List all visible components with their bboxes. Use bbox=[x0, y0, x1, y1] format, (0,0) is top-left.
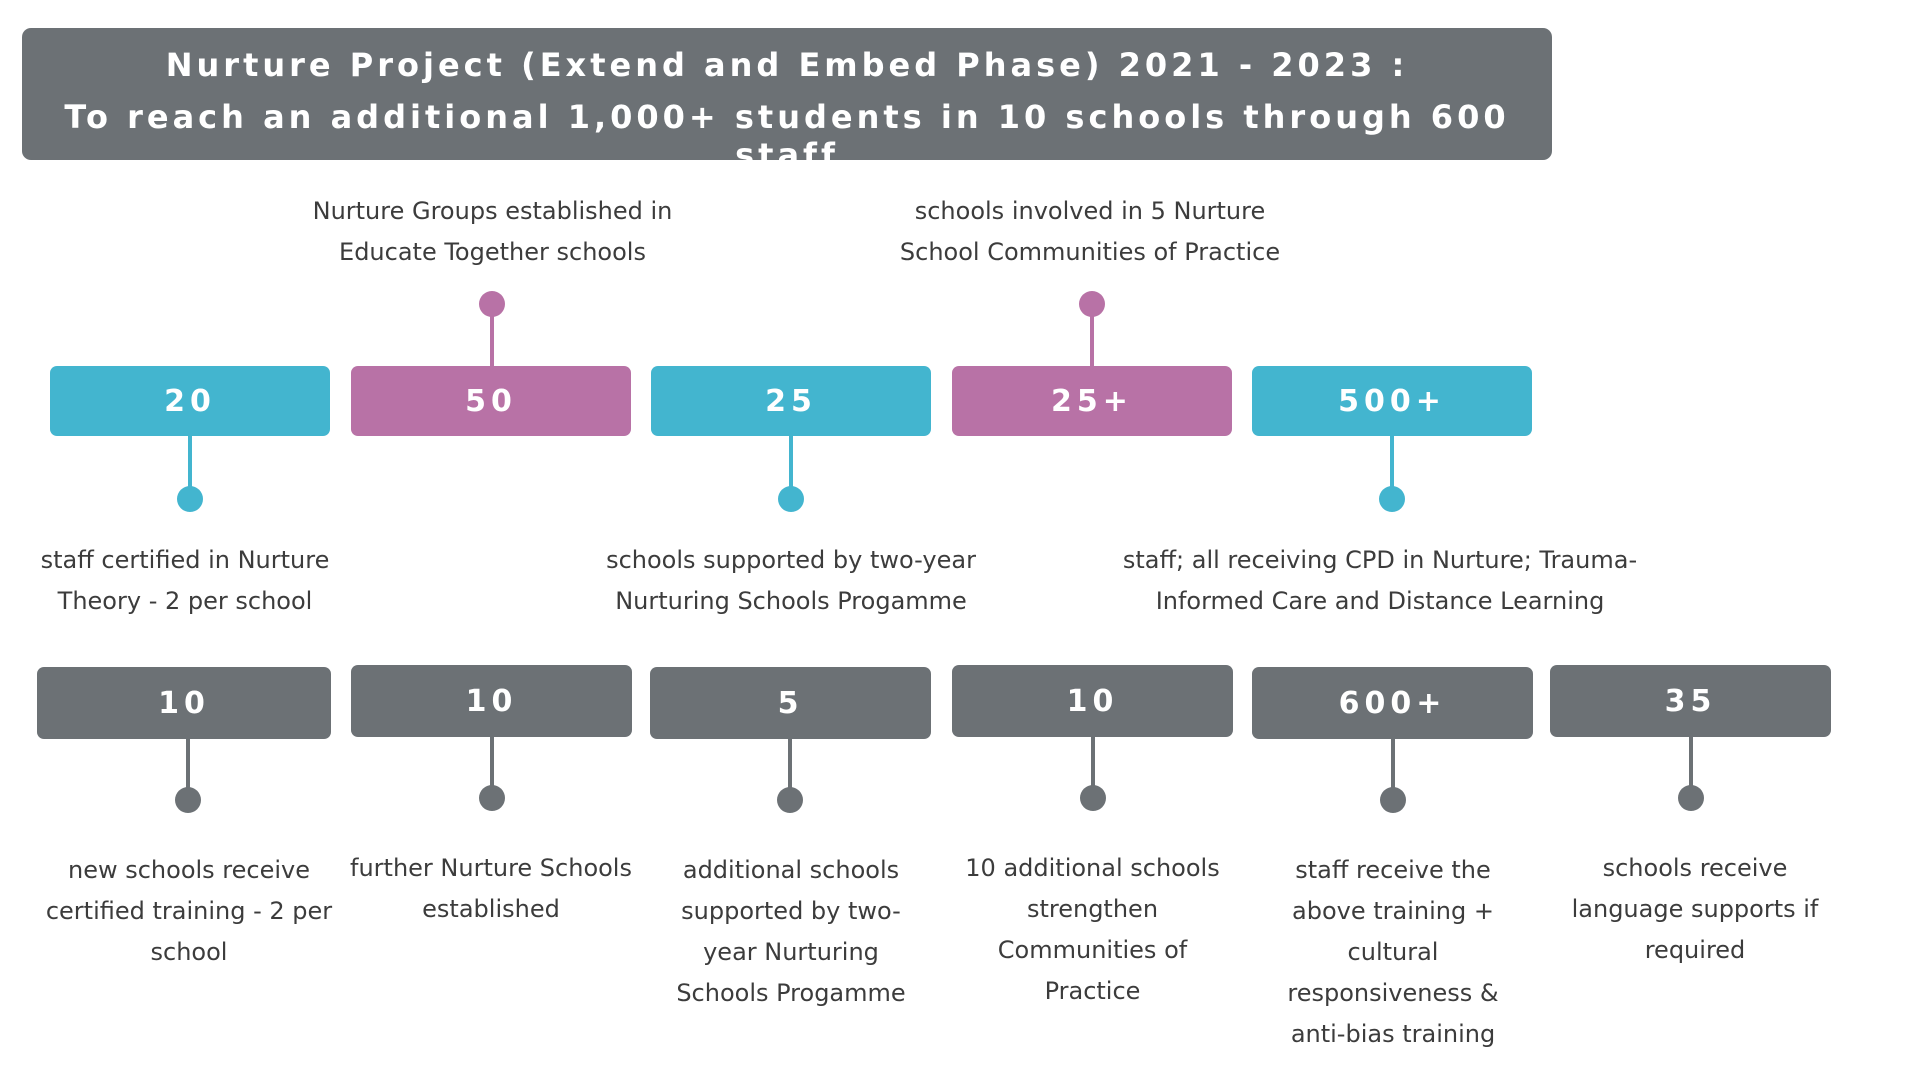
connector-dot bbox=[177, 486, 203, 512]
connector-line bbox=[490, 737, 494, 789]
connector-line bbox=[1390, 436, 1394, 490]
stat-caption-schools-supported: schools supported by two-year Nurturing … bbox=[606, 546, 976, 615]
stat-box-further-nurture-schools: 10 bbox=[351, 665, 632, 737]
stat-box-strengthen-communities: 10 bbox=[952, 665, 1233, 737]
stat-caption-further-nurture-schools: further Nurture Schools established bbox=[350, 854, 632, 923]
stat-value: 20 bbox=[164, 383, 216, 419]
connector-line bbox=[186, 739, 190, 791]
stat-caption-language-supports: schools receive language supports if req… bbox=[1571, 854, 1819, 964]
stat-box-communities-of-practice: 25+ bbox=[952, 366, 1232, 436]
connector-line bbox=[1391, 739, 1395, 791]
stat-value: 10 bbox=[465, 683, 518, 719]
connector-dot bbox=[1380, 787, 1406, 813]
connector-dot bbox=[1678, 785, 1704, 811]
stat-caption-new-schools-training: new schools receive certified training -… bbox=[45, 856, 333, 966]
stat-caption-staff-certified: staff certified in Nurture Theory - 2 pe… bbox=[40, 546, 330, 615]
connector-dot bbox=[1379, 486, 1405, 512]
stat-caption-additional-schools-supported: additional schools supported by two-year… bbox=[676, 856, 906, 1007]
stat-box-staff-training: 600+ bbox=[1252, 667, 1533, 739]
connector-dot bbox=[1080, 785, 1106, 811]
stat-value: 25+ bbox=[1051, 383, 1133, 419]
connector-dot bbox=[777, 787, 803, 813]
header-banner: Nurture Project (Extend and Embed Phase)… bbox=[22, 28, 1552, 174]
stat-value: 10 bbox=[1066, 683, 1119, 719]
connector-dot bbox=[479, 785, 505, 811]
stat-caption-staff-training: staff receive the above training + cultu… bbox=[1287, 856, 1499, 1048]
stat-caption-staff-cpd: staff; all receiving CPD in Nurture; Tra… bbox=[1122, 546, 1638, 615]
stat-value: 10 bbox=[158, 685, 210, 721]
stat-caption-strengthen-communities: 10 additional schools strengthen Communi… bbox=[965, 854, 1220, 1005]
connector-dot bbox=[778, 486, 804, 512]
stat-box-new-schools-training: 10 bbox=[37, 667, 331, 739]
stat-value: 50 bbox=[465, 383, 517, 419]
stat-value: 600+ bbox=[1338, 685, 1447, 721]
stat-box-additional-schools-supported: 5 bbox=[650, 667, 931, 739]
connector-line bbox=[1090, 305, 1094, 366]
stat-box-staff-certified: 20 bbox=[50, 366, 330, 436]
header-title-line-1: Nurture Project (Extend and Embed Phase)… bbox=[165, 46, 1409, 84]
stat-value: 500+ bbox=[1338, 383, 1446, 419]
connector-line bbox=[188, 436, 192, 490]
stat-caption-communities-of-practice: schools involved in 5 Nurture School Com… bbox=[899, 197, 1281, 266]
stat-value: 5 bbox=[777, 685, 804, 721]
stat-box-language-supports: 35 bbox=[1550, 665, 1831, 737]
connector-line bbox=[788, 739, 792, 791]
stat-box-staff-cpd: 500+ bbox=[1252, 366, 1532, 436]
stat-box-nurture-groups: 50 bbox=[351, 366, 631, 436]
connector-line bbox=[1689, 737, 1693, 789]
stat-value: 35 bbox=[1664, 683, 1717, 719]
connector-line bbox=[1091, 737, 1095, 789]
connector-line bbox=[789, 436, 793, 490]
stat-value: 25 bbox=[765, 383, 817, 419]
stat-box-schools-supported: 25 bbox=[651, 366, 931, 436]
header-title-line-2: To reach an additional 1,000+ students i… bbox=[64, 98, 1510, 174]
connector-dot bbox=[175, 787, 201, 813]
connector-line bbox=[490, 305, 494, 366]
stat-caption-nurture-groups: Nurture Groups established in Educate To… bbox=[312, 197, 673, 266]
